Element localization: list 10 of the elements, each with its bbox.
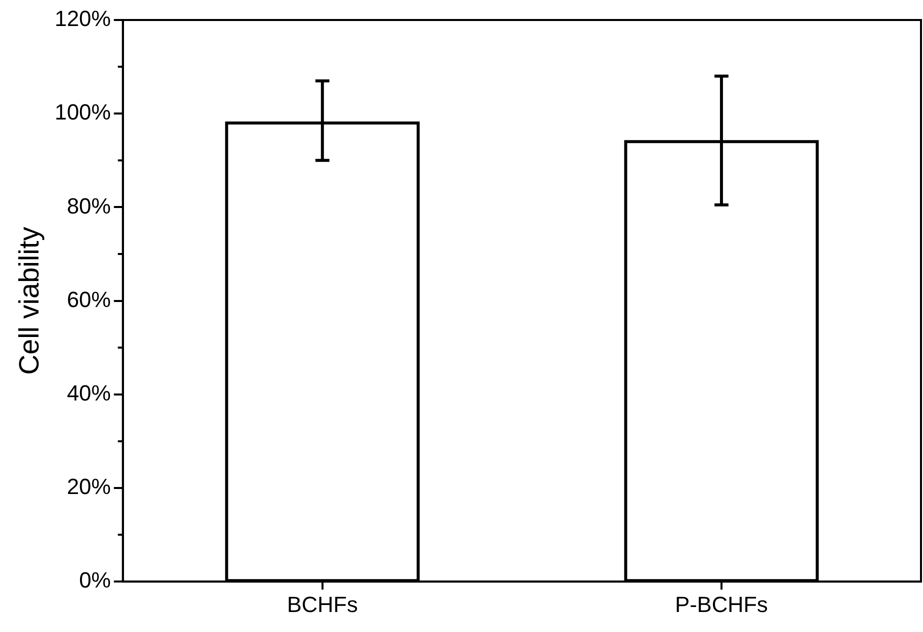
- y-tick-label: 20%: [66, 474, 111, 500]
- y-tick-label: 80%: [66, 193, 111, 218]
- x-tick-label: BCHFs: [286, 592, 358, 617]
- y-tick-label: 120%: [54, 6, 111, 32]
- x-tick-label: P-BCHFs: [675, 592, 768, 617]
- y-tick-label: 0%: [79, 568, 111, 593]
- y-tick-label: 40%: [66, 380, 111, 406]
- y-tick-label: 60%: [66, 286, 111, 312]
- y-axis-title: Cell viability: [14, 226, 45, 375]
- y-tick-label: 100%: [54, 100, 111, 125]
